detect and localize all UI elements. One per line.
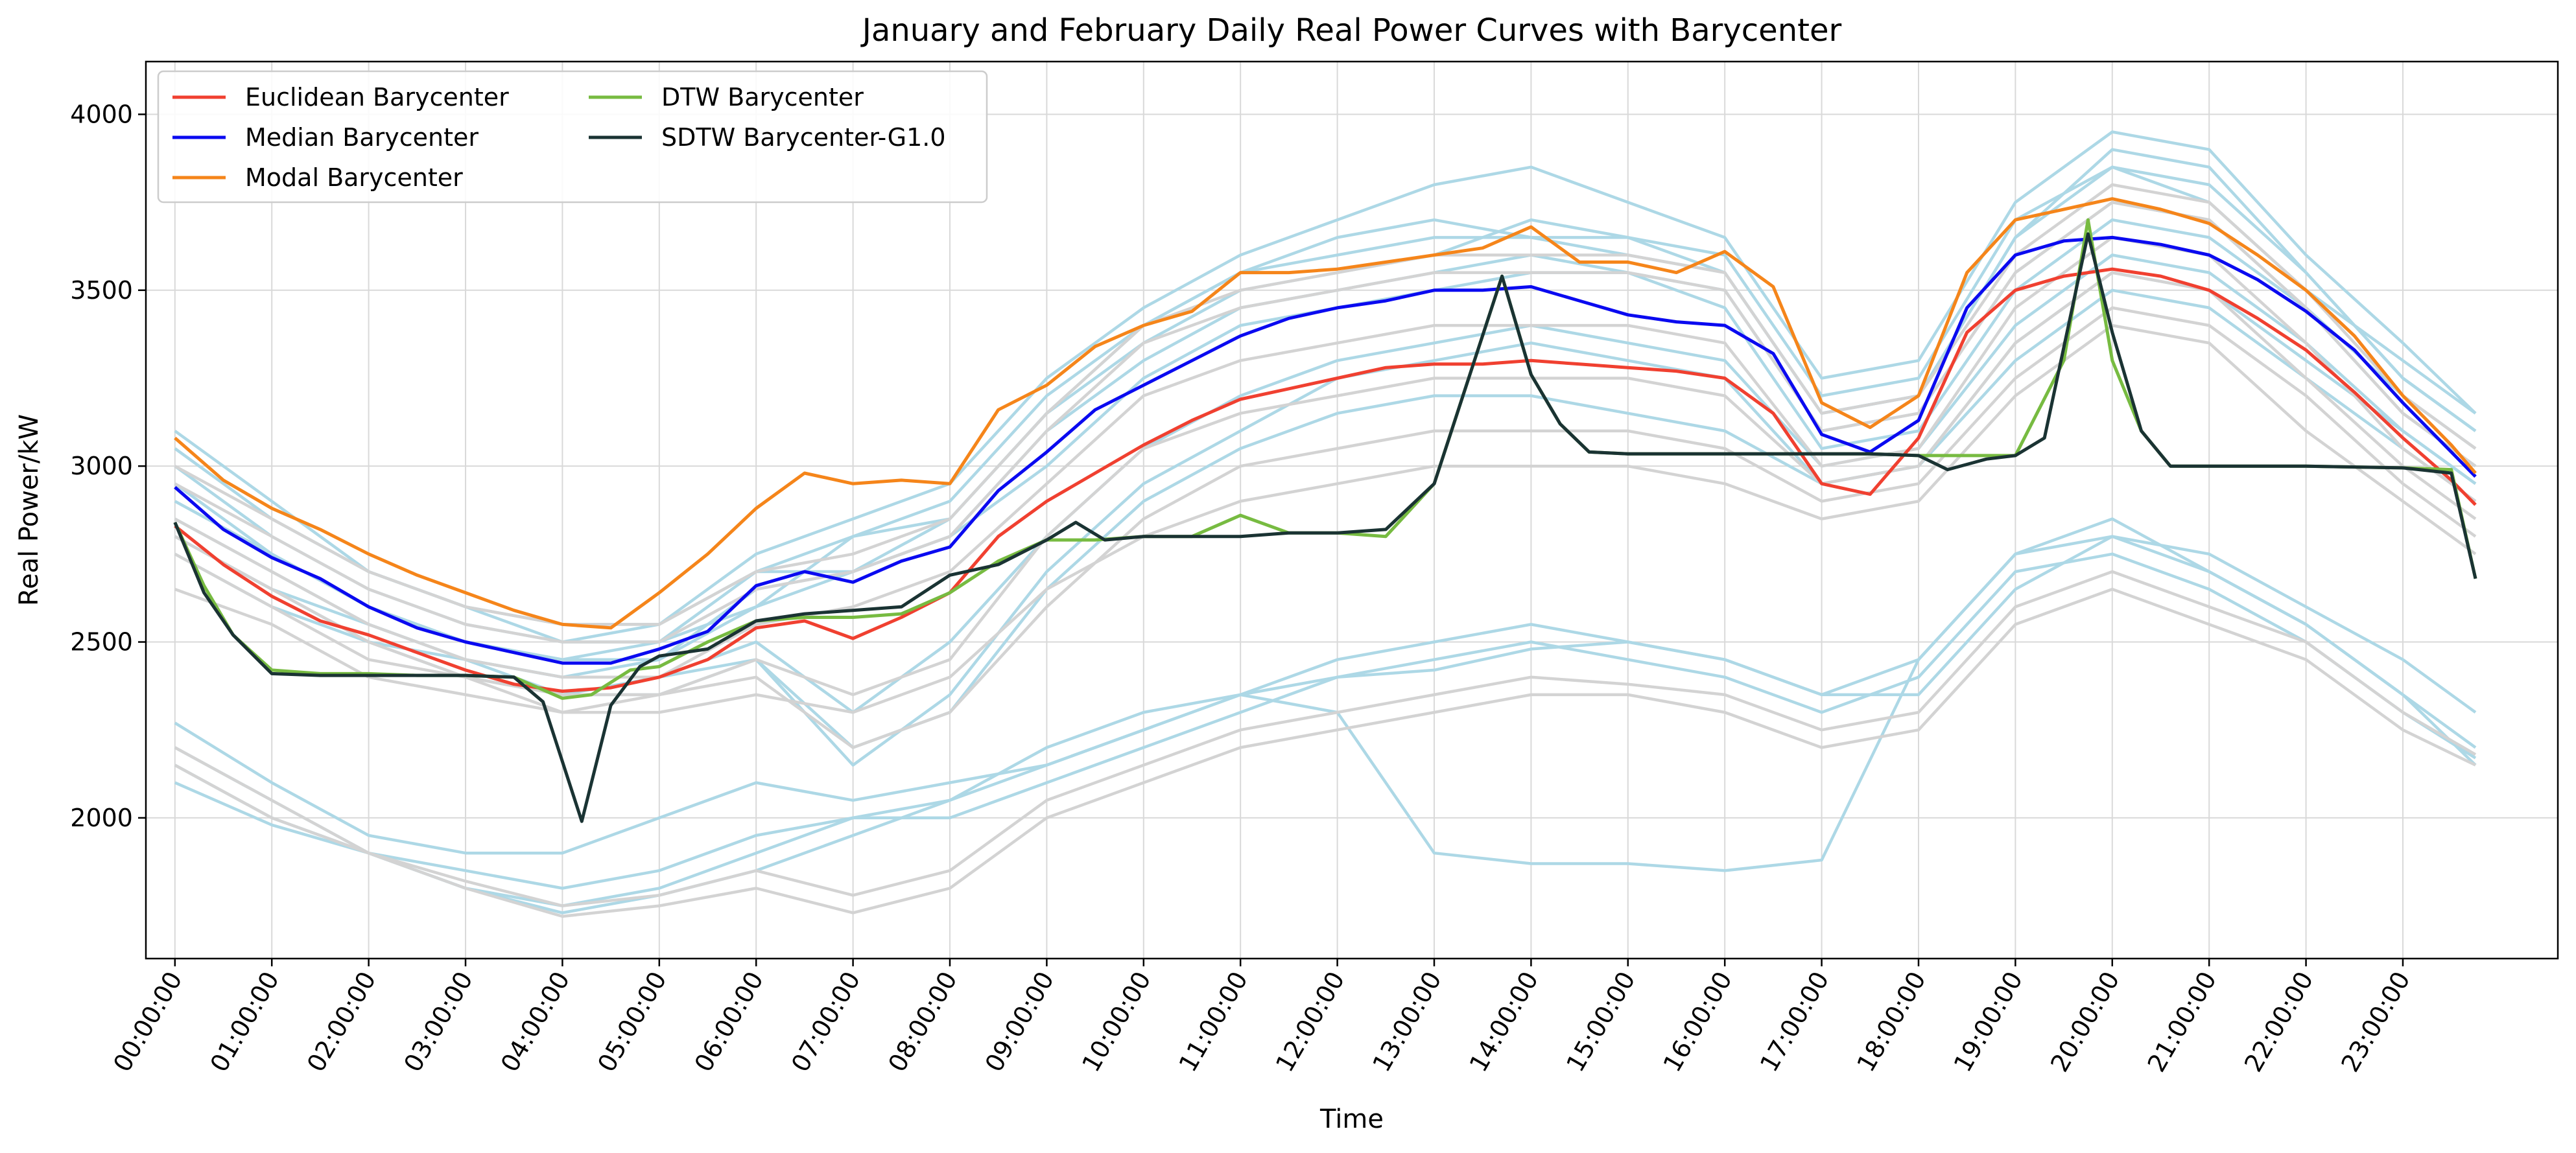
chart-title: January and February Daily Real Power Cu… <box>860 12 1842 49</box>
legend-label: Modal Barycenter <box>245 163 463 192</box>
series-line-euclidean-barycenter <box>174 267 2477 693</box>
legend-label: Euclidean Barycenter <box>245 83 509 111</box>
y-axis-ticks: 2000 2500 3000 3500 4000 <box>70 100 146 832</box>
series-line-modal-barycenter <box>174 197 2477 630</box>
background-curves <box>174 130 2477 918</box>
background-curve <box>174 323 2477 714</box>
grid-lines <box>146 62 2558 959</box>
y-tick-label: 2000 <box>70 804 133 832</box>
legend: Euclidean Barycenter Median Barycenter Mod… <box>157 70 988 204</box>
background-curve <box>174 587 2476 918</box>
y-tick-label: 4000 <box>70 100 133 128</box>
background-curve <box>174 165 2477 661</box>
background-curve <box>174 271 2477 697</box>
legend-label: Median Barycenter <box>245 123 479 152</box>
legend-box <box>157 70 988 204</box>
background-curve <box>174 200 2477 644</box>
legend-label: SDTW Barycenter-G1.0 <box>661 123 946 152</box>
barycenter-series <box>173 197 2477 823</box>
y-axis-label: Real Power/kW <box>14 414 44 606</box>
legend-label: DTW Barycenter <box>661 83 864 111</box>
y-tick-label: 2500 <box>70 628 133 657</box>
plot-frame <box>145 60 2559 960</box>
x-axis-label: Time <box>1319 1104 1384 1134</box>
y-tick-label: 3500 <box>70 276 133 305</box>
background-curve <box>174 535 2477 914</box>
y-tick-label: 3000 <box>70 452 133 480</box>
series-line-sdtw-barycenter-g1-0 <box>173 232 2477 823</box>
background-curve <box>174 570 2477 907</box>
series-line-median-barycenter <box>174 235 2477 665</box>
